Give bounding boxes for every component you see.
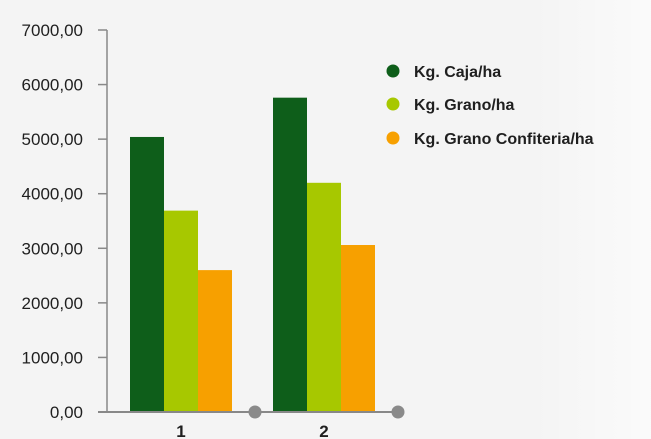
legend-label: Kg. Grano/ha (414, 97, 515, 114)
y-tick-label: 3000,00 (22, 239, 83, 258)
legend-marker (386, 64, 400, 78)
y-tick-label: 0,00 (50, 403, 83, 422)
legend: Kg. Caja/ha Kg. Grano/ha Kg. Grano Confite… (386, 64, 594, 148)
y-axis-ticks: 0,00 1000,00 2000,00 3000,00 4000,00 5000,00 6… (22, 21, 107, 422)
legend-marker (386, 97, 400, 111)
y-tick-label: 6000,00 (22, 76, 83, 95)
bar-2-cat-1 (164, 210, 198, 412)
bar-1-cat-2 (273, 97, 307, 412)
legend-marker (386, 131, 400, 145)
bars (130, 97, 375, 412)
bar-2-cat-2 (307, 182, 341, 412)
background-shade (531, 0, 651, 439)
legend-label: Kg. Grano Confiteria/ha (414, 131, 594, 148)
y-tick-label: 1000,00 (22, 348, 83, 367)
y-tick-label: 7000,00 (22, 21, 83, 40)
x-category-label: 2 (319, 422, 328, 439)
y-tick-label: 5000,00 (22, 130, 83, 149)
axes (98, 30, 405, 419)
x-axis-end-marker (248, 405, 262, 419)
y-tick-label: 2000,00 (22, 294, 83, 313)
x-category-label: 1 (176, 422, 185, 439)
bar-3-cat-1 (198, 270, 232, 412)
bar-3-cat-2 (341, 245, 375, 412)
y-tick-label: 4000,00 (22, 185, 83, 204)
legend-label: Kg. Caja/ha (414, 64, 501, 81)
x-axis-end-marker (391, 405, 405, 419)
bar-1-cat-1 (130, 136, 164, 412)
